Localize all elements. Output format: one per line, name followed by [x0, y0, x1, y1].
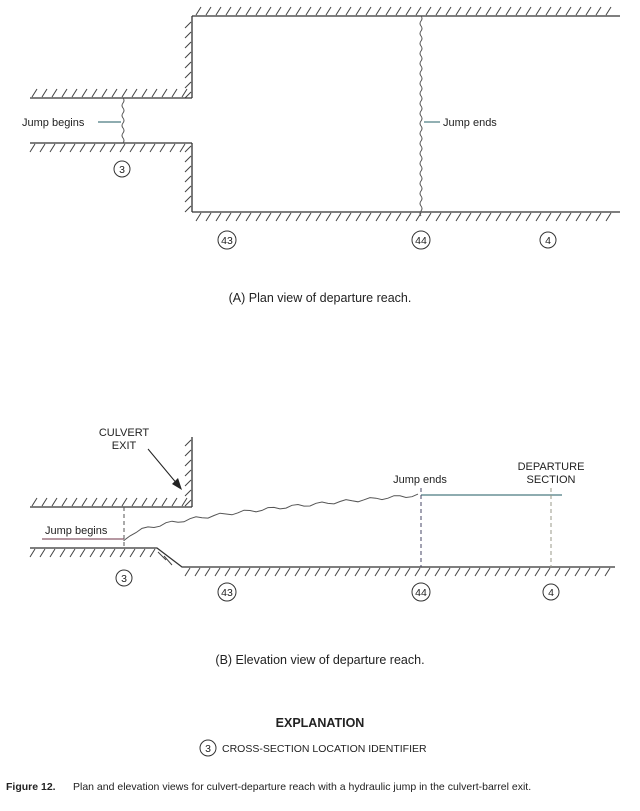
elevation-caption: (B) Elevation view of departure reach.	[215, 653, 424, 667]
section-label: 44	[415, 587, 427, 599]
hydraulic-jump-profile	[123, 493, 419, 541]
hatch-marks	[184, 21, 192, 99]
plan-jump-begins-label: Jump begins	[22, 117, 85, 129]
culvert-exit-arrow	[147, 448, 179, 486]
plan-caption: (A) Plan view of departure reach.	[229, 291, 412, 305]
departure-label-2: SECTION	[527, 474, 576, 486]
plan-jump-ends-label: Jump ends	[443, 117, 497, 129]
departure-label-1: DEPARTURE	[518, 461, 585, 473]
section-marker-3	[199, 739, 217, 757]
section-label: 3	[121, 573, 127, 585]
hatch-marks	[184, 439, 192, 507]
hatch-marks	[184, 145, 192, 213]
elev-jump-ends-label: Jump ends	[393, 474, 447, 486]
section-marker-3	[115, 569, 133, 587]
hatch-marks	[195, 212, 612, 222]
hatch-marks	[157, 551, 173, 566]
explanation-title: EXPLANATION	[276, 716, 365, 730]
section-label: 44	[415, 235, 427, 247]
section-label: 3	[205, 743, 211, 755]
hatch-marks	[195, 6, 612, 16]
walls	[30, 15, 620, 568]
hatch-marks	[29, 143, 186, 153]
figure-label: Figure 12.	[6, 781, 56, 793]
hatch-marks	[184, 567, 611, 577]
elev-jump-begins-label: Jump begins	[45, 525, 108, 537]
hatch-marks	[29, 548, 156, 558]
figure-caption: Plan and elevation views for culvert-dep…	[73, 781, 531, 793]
section-marker-4	[542, 583, 560, 601]
section-label: 43	[221, 587, 233, 599]
hatch-marks	[31, 88, 188, 98]
section-label: 4	[545, 235, 551, 247]
explanation-text: CROSS-SECTION LOCATION IDENTIFIER	[222, 743, 427, 755]
section-marker-43	[217, 582, 237, 602]
arrowhead-icon	[172, 478, 182, 490]
section-label: 4	[548, 587, 554, 599]
section-marker-44	[411, 230, 431, 250]
section-label: 3	[119, 164, 125, 176]
culvert-exit-label-1: CULVERT	[99, 427, 150, 439]
hatch-marks	[31, 497, 188, 507]
section-marker-44	[411, 582, 431, 602]
culvert-exit-label-2: EXIT	[112, 440, 137, 452]
jump-wave-line	[419, 15, 423, 217]
section-marker-4	[539, 231, 557, 249]
section-marker-3	[113, 160, 131, 178]
section-marker-43	[217, 230, 237, 250]
jump-wave-line	[121, 97, 125, 144]
section-label: 43	[221, 235, 233, 247]
